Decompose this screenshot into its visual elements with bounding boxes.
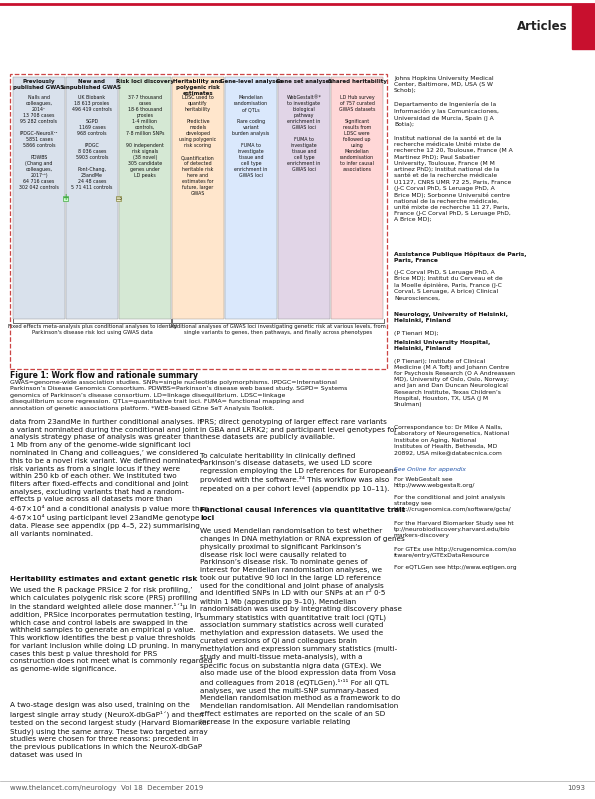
Text: 37·7 thousand
cases
18·6 thousand
proxies
1·4 million
controls,
7·8 million SNPs: 37·7 thousand cases 18·6 thousand proxie… [126, 95, 164, 178]
FancyBboxPatch shape [225, 77, 277, 319]
Text: For GTEx use http://crugenomica.com/so
ftware/entry/GTExDataResource: For GTEx use http://crugenomica.com/so f… [394, 547, 516, 558]
Text: Mendelian
randomisation
of QTLs

Rare coding
variant
burden analysis

FUMA to
in: Mendelian randomisation of QTLs Rare cod… [233, 95, 270, 178]
Text: Correspondance to: Dr Mike A Nalls,
Laboratory of Neurogenetics, National
Instit: Correspondance to: Dr Mike A Nalls, Labo… [394, 425, 509, 455]
FancyBboxPatch shape [10, 74, 387, 369]
FancyBboxPatch shape [66, 77, 118, 319]
FancyBboxPatch shape [116, 196, 121, 201]
Text: (J-C Corval PhD, S Leruage PhD, A
Brice MD); Institut du Cerveau et de
la Moelle: (J-C Corval PhD, S Leruage PhD, A Brice … [394, 270, 503, 300]
FancyBboxPatch shape [63, 196, 68, 201]
FancyBboxPatch shape [172, 77, 224, 319]
Text: LD Hub survey
of 757 curated
GWAS datasets

Significant
results from
LDSC were
f: LD Hub survey of 757 curated GWAS datase… [339, 95, 375, 172]
Text: We used the R package PRSice 2 for risk profiling,’
which calculates polygenic r: We used the R package PRSice 2 for risk … [10, 586, 212, 672]
Text: Risk loci discovery: Risk loci discovery [116, 79, 174, 84]
Text: WebGestalt®*
to investigate
biological
pathway
enrichment in
GWAS loci

FUMA to
: WebGestalt®* to investigate biological p… [287, 95, 321, 172]
Text: For WebGestalt see
http://www.webgestalt.org/: For WebGestalt see http://www.webgestalt… [394, 477, 475, 488]
Text: GWAS=genome-wide association studies. SNPs=single nucleotide polymorphisms. IPDG: GWAS=genome-wide association studies. SN… [10, 380, 347, 411]
Text: Additional analyses of GWAS loci investigating genetic risk at various levels, f: Additional analyses of GWAS loci investi… [170, 324, 386, 336]
Text: +: + [62, 193, 68, 202]
Text: Nalls and
colleagues,
2014¹
13 708 cases
95 282 controls

IPDGC–NeuroX¹²
5851 ca: Nalls and colleagues, 2014¹ 13 708 cases… [19, 95, 59, 190]
Text: For eQTLGen see http://www.eqtlgen.org: For eQTLGen see http://www.eqtlgen.org [394, 565, 516, 570]
Text: Helsinki University Hospital,
Helsinki, Finland: Helsinki University Hospital, Helsinki, … [394, 340, 490, 352]
Text: Johns Hopkins University Medical
Center, Baltimore, MD, USA (S W
Schob);: Johns Hopkins University Medical Center,… [394, 76, 494, 93]
Text: Gene-level analyses: Gene-level analyses [220, 79, 282, 84]
Text: Articles: Articles [518, 20, 568, 33]
Text: Departamento de Ingeniería de la
Información y las Comunicaciones,
Universidad d: Departamento de Ingeniería de la Informa… [394, 102, 499, 127]
Text: Functional causal inferences via quantitative trait
loci: Functional causal inferences via quantit… [200, 507, 405, 521]
Text: Fixed effects meta-analysis plus conditional analyses to identify
Parkinson's di: Fixed effects meta-analysis plus conditi… [8, 324, 177, 336]
Bar [572, 4, 595, 49]
Text: ⇒: ⇒ [115, 193, 122, 202]
Text: For the Harvard Biomarker Study see ht
tp://neurobiodiscovery.harvard.edu/bio
ma: For the Harvard Biomarker Study see ht t… [394, 521, 513, 539]
Text: (P Tienari MD);: (P Tienari MD); [394, 331, 439, 336]
FancyBboxPatch shape [119, 77, 171, 319]
Text: A two-stage design was also used, training on the
largest single array study (Ne: A two-stage design was also used, traini… [10, 702, 209, 757]
Text: 1093: 1093 [567, 785, 585, 791]
Text: New and
unpublished GWAS: New and unpublished GWAS [62, 79, 121, 89]
Text: PRS; direct genotyping of larger effect rare variants
in GBA and LRRK2; and part: PRS; direct genotyping of larger effect … [200, 419, 397, 440]
Text: To calculate heritability in clinically defined
Parkinson’s disease datasets, we: To calculate heritability in clinically … [200, 453, 397, 491]
Text: Shared heritability: Shared heritability [327, 79, 387, 84]
Text: Heritability and
polygenic risk
estimates: Heritability and polygenic risk estimate… [173, 79, 223, 96]
Text: See Online for appendix: See Online for appendix [394, 467, 466, 472]
Text: Figure 1: Work flow and rationale summary: Figure 1: Work flow and rationale summar… [10, 371, 198, 380]
FancyBboxPatch shape [331, 77, 383, 319]
Text: www.thelancet.com/neurology  Vol 18  December 2019: www.thelancet.com/neurology Vol 18 Decem… [10, 785, 203, 791]
Text: data from 23andMe in further conditional analyses. If
a variant nominated during: data from 23andMe in further conditional… [10, 419, 208, 537]
Text: Institut national de la santé et de la
recherche médicale Unité mixte de
recherc: Institut national de la santé et de la r… [394, 136, 513, 222]
Text: Gene set analyses: Gene set analyses [275, 79, 332, 84]
Text: Previously
published GWAS: Previously published GWAS [13, 79, 65, 89]
Text: LDSC used to
quantify
heritability

Predictive
models
developed
using polygenic
: LDSC used to quantify heritability Predi… [179, 95, 217, 196]
FancyBboxPatch shape [278, 77, 330, 319]
Text: UK Biobank
18 613 proxies
496 419 controls

SGPD
1169 cases
968 controls

IPDGC
: UK Biobank 18 613 proxies 496 419 contro… [71, 95, 112, 190]
Text: We used Mendelian randomisation to test whether
changes in DNA methylation or RN: We used Mendelian randomisation to test … [200, 528, 405, 725]
Text: Heritability estimates and extant genetic risk: Heritability estimates and extant geneti… [10, 575, 198, 582]
Text: For the conditional and joint analysis
strategy see
http://crugenomica.com/softw: For the conditional and joint analysis s… [394, 495, 512, 512]
Text: (P Tienari); Institute of Clinical
Medicine (M A Toft) and Johann Centre
for Psy: (P Tienari); Institute of Clinical Medic… [394, 359, 515, 407]
FancyBboxPatch shape [13, 77, 65, 319]
Text: Assistance Publique Hôpitaux de Paris,
Paris, France: Assistance Publique Hôpitaux de Paris, P… [394, 252, 527, 264]
Text: Neurology, University of Helsinki,
Helsinki, Finland: Neurology, University of Helsinki, Helsi… [394, 312, 508, 324]
